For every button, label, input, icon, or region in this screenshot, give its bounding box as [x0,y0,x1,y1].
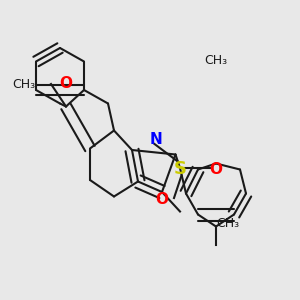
Text: S: S [173,160,187,178]
Text: CH₃: CH₃ [12,77,36,91]
Text: O: O [155,192,169,207]
Text: O: O [59,76,73,92]
Text: CH₃: CH₃ [204,53,228,67]
Text: CH₃: CH₃ [216,217,240,230]
Text: N: N [150,132,162,147]
Text: O: O [209,162,223,177]
